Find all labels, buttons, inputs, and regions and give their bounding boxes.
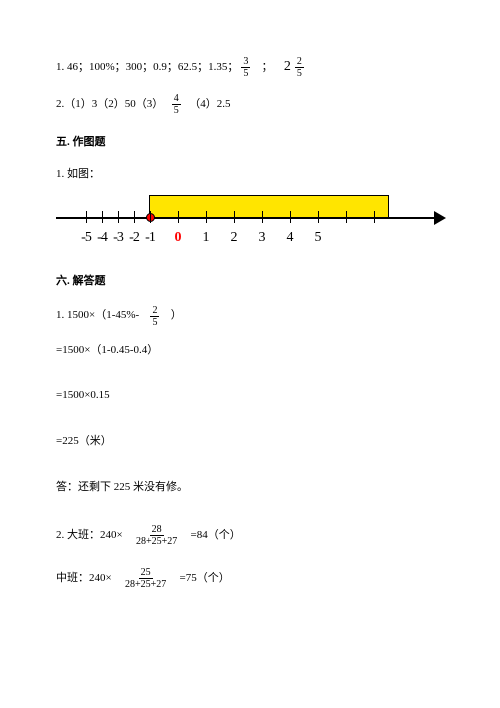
q2-big-class: 2. 大班：240× 28 28+25+27 =84（个） [56, 524, 452, 547]
tick-mark [86, 211, 87, 223]
text-segment: =84（个） [182, 527, 240, 545]
tick-mark [346, 211, 347, 223]
fraction-big: 28 28+25+27 [134, 524, 179, 547]
tick-mark [290, 211, 291, 223]
tick-mark [134, 211, 135, 223]
section-heading-5: 五. 作图题 [56, 134, 452, 152]
fraction-part: 2 5 [295, 56, 304, 79]
fraction-4-5: 4 5 [172, 93, 181, 116]
tick-label: -4 [97, 227, 107, 249]
tick-mark [234, 211, 235, 223]
number-line: -5 -4 -3 -2 -1 012345 [56, 195, 436, 255]
tick-label: 2 [231, 227, 238, 249]
q1-answer: 答：还剩下 225 米没有修。 [56, 479, 452, 497]
mixed-number-2-2-5: 2 2 5 [284, 56, 307, 79]
text-segment: 1. 1500×（1-45%- [56, 307, 147, 325]
answer-line-2: 2.（1）3（2）50（3） 4 5 （4）2.5 [56, 93, 452, 116]
q2-mid-class: 中班：240× 25 28+25+27 =75（个） [56, 567, 452, 590]
tick-label: 0 [175, 227, 182, 249]
q1-line1: 1. 1500×（1-45%- 2 5 ） [56, 305, 452, 328]
text-segment: 中班：240× [56, 570, 120, 588]
number-line-axis [56, 217, 436, 219]
q1-line3: =1500×0.15 [56, 387, 452, 405]
tick-label: 1 [203, 227, 210, 249]
text-segment: 1. 46；100%；300；0.9；62.5；1.35； [56, 59, 238, 77]
text-segment: 2.（1）3（2）50（3） [56, 96, 169, 114]
tick-label: 5 [315, 227, 322, 249]
figure-label: 1. 如图： [56, 166, 452, 184]
tick-mark [206, 211, 207, 223]
tick-mark [150, 211, 151, 223]
arrow-head-icon [434, 211, 446, 225]
text-segment: （4）2.5 [184, 96, 231, 114]
answer-line-1: 1. 46；100%；300；0.9；62.5；1.35； 3 5 ； 2 2 … [56, 56, 452, 79]
fraction-3-5: 3 5 [241, 56, 250, 79]
separator: ； [253, 59, 281, 77]
text-segment: 2. 大班：240× [56, 527, 131, 545]
tick-label: -3 [113, 227, 123, 249]
shaded-region [149, 195, 389, 217]
tick-label: 3 [259, 227, 266, 249]
tick-label: -2 [129, 227, 139, 249]
text-segment: ） [162, 307, 181, 325]
fraction-mid: 25 28+25+27 [123, 567, 168, 590]
text-segment: =75（个） [171, 570, 229, 588]
tick-mark [102, 211, 103, 223]
tick-label: -5 [81, 227, 91, 249]
number-line-figure: -5 -4 -3 -2 -1 012345 [56, 195, 452, 255]
tick-mark [118, 211, 119, 223]
tick-mark [262, 211, 263, 223]
q1-line2: =1500×（1-0.45-0.4） [56, 342, 452, 360]
tick-label: 4 [287, 227, 294, 249]
section-heading-6: 六. 解答题 [56, 273, 452, 291]
fraction-2-5: 2 5 [150, 305, 159, 328]
q1-line4: =225（米） [56, 433, 452, 451]
tick-mark [318, 211, 319, 223]
tick-mark [374, 211, 375, 223]
tick-label: -1 [145, 227, 155, 249]
tick-mark [178, 211, 179, 223]
